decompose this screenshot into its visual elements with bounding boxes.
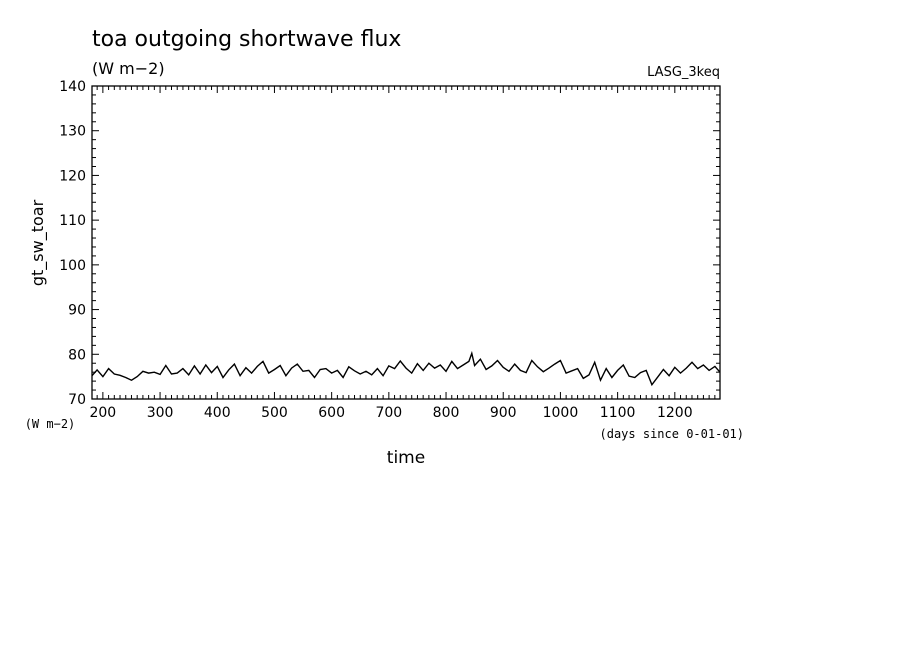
x-tick-label: 700	[375, 405, 402, 421]
x-tick-label: 800	[433, 405, 460, 421]
y-tick-label: 90	[68, 303, 86, 319]
x-tick-label: 1200	[657, 405, 693, 421]
x-axis-label: time	[387, 448, 425, 468]
x-tick-label: 1000	[543, 405, 579, 421]
series-line	[91, 350, 721, 387]
plot-frame	[91, 85, 721, 400]
x-tick-label: 200	[89, 405, 116, 421]
y-tick-label: 100	[59, 258, 86, 274]
x-tick-label: 500	[261, 405, 288, 421]
x-axis: 200 300 400 500 600 700 800 900 1000 1100 1200	[89, 86, 716, 421]
chart-subtitle: (W m−2)	[92, 59, 165, 78]
x-tick-label: 600	[318, 405, 345, 421]
y-tick-label: 110	[59, 213, 86, 229]
run-annotation: LASG_3keq	[647, 65, 720, 80]
y-tick-label: 140	[59, 79, 86, 95]
x-tick-label: 900	[490, 405, 517, 421]
y-unit-label: (W m−2)	[25, 417, 76, 431]
x-unit-label: (days since 0-01-01)	[600, 427, 745, 441]
y-axis-label: gt_sw_toar	[28, 199, 48, 286]
x-tick-label: 300	[147, 405, 174, 421]
x-tick-label: 400	[204, 405, 231, 421]
x-tick-label: 1100	[600, 405, 636, 421]
y-tick-label: 70	[68, 392, 86, 408]
y-tick-label: 130	[59, 124, 86, 140]
y-axis: 70 80 90 100 110 120 130 140	[59, 79, 720, 408]
y-tick-label: 120	[59, 168, 86, 184]
chart-title: toa outgoing shortwave flux	[92, 27, 401, 52]
y-tick-label: 80	[68, 347, 86, 363]
